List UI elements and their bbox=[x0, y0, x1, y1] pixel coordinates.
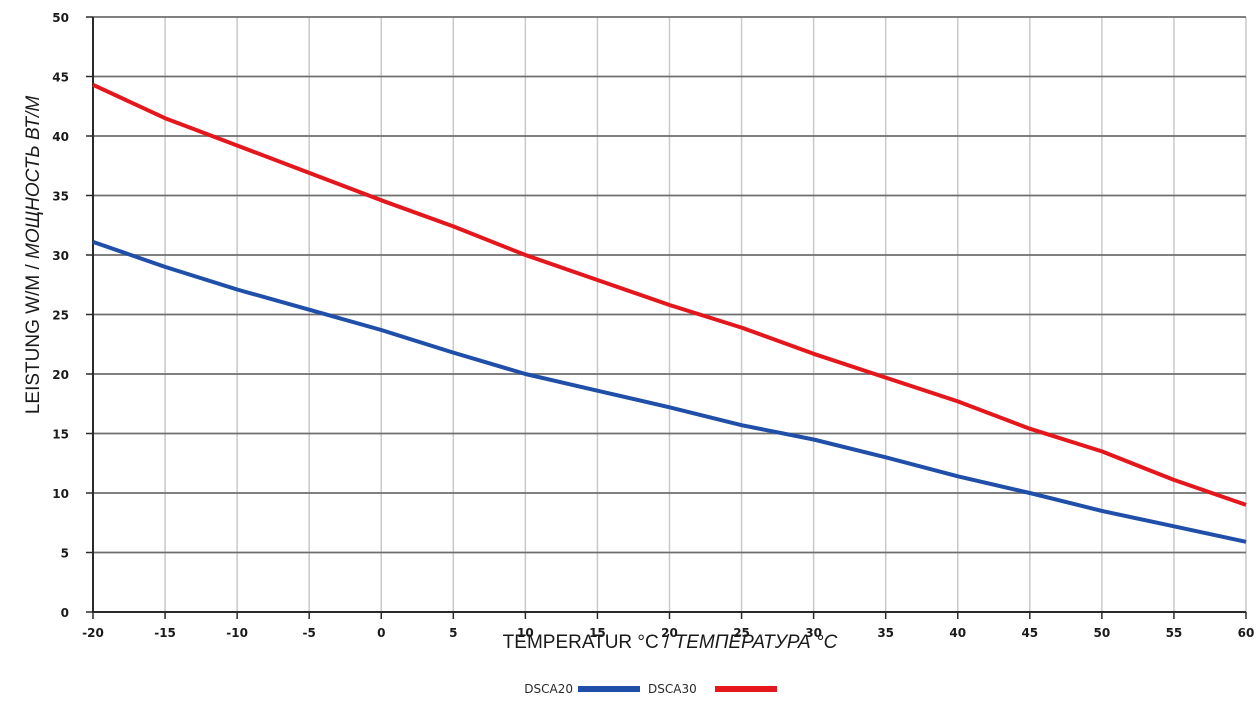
x-tick-label: -20 bbox=[82, 626, 104, 640]
legend: DSCA20 DSCA30 bbox=[524, 682, 777, 696]
x-tick-label: 20 bbox=[661, 626, 678, 640]
x-tick-label: 10 bbox=[517, 626, 534, 640]
series-lines bbox=[92, 82, 1247, 544]
y-axis-title: LEISTUNG W/M / МОЩНОСТЬ ВТ/М bbox=[23, 96, 44, 414]
y-tick-label: 20 bbox=[52, 368, 69, 382]
y-tick-label: 50 bbox=[52, 11, 69, 25]
y-tick-label: 0 bbox=[61, 606, 69, 620]
x-tick-label: 55 bbox=[1166, 626, 1183, 640]
x-axis-title: TEMPERATUR °C / ТЕМПЕРАТУРА °C bbox=[503, 632, 838, 653]
x-tick-label: -5 bbox=[303, 626, 316, 640]
x-tick-label: 60 bbox=[1238, 626, 1255, 640]
x-tick-label: 5 bbox=[449, 626, 457, 640]
legend-swatch-dsca20 bbox=[578, 686, 640, 692]
y-tick-label: 15 bbox=[52, 428, 69, 442]
y-tick-label: 25 bbox=[52, 309, 69, 323]
x-tick-label: 50 bbox=[1094, 626, 1111, 640]
y-tick-label: 10 bbox=[52, 487, 69, 501]
x-tick-label: 40 bbox=[949, 626, 966, 640]
legend-label-dsca20: DSCA20 bbox=[524, 682, 573, 696]
x-tick-label: 25 bbox=[733, 626, 750, 640]
y-tick-label: 45 bbox=[52, 71, 69, 85]
legend-swatch-dsca30 bbox=[715, 686, 777, 692]
tick-labels: -20 -15 -10 -5 0 5 10 15 20 25 30 35 40 45 50 55 60 0 5 10 1… bbox=[52, 11, 1254, 640]
x-tick-label: -10 bbox=[226, 626, 248, 640]
x-tick-label: 35 bbox=[877, 626, 894, 640]
axes bbox=[86, 16, 1247, 619]
legend-label-dsca30: DSCA30 bbox=[648, 682, 697, 696]
x-tick-label: 0 bbox=[377, 626, 385, 640]
x-tick-label: 15 bbox=[589, 626, 606, 640]
x-tick-label: 30 bbox=[805, 626, 822, 640]
x-tick-label: 45 bbox=[1021, 626, 1038, 640]
y-tick-label: 35 bbox=[52, 190, 69, 204]
y-tick-label: 40 bbox=[52, 130, 69, 144]
x-tick-label: -15 bbox=[154, 626, 176, 640]
y-tick-label: 30 bbox=[52, 249, 69, 263]
y-tick-label: 5 bbox=[61, 547, 69, 561]
